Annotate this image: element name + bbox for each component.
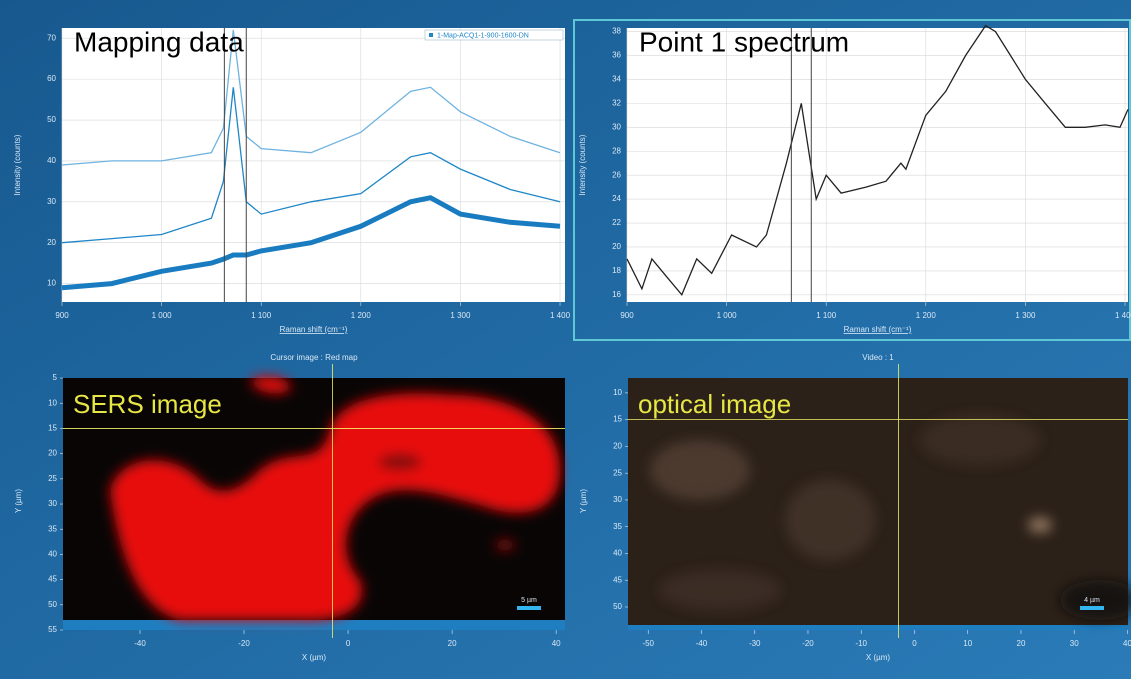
y-tick-label: 50 [613,602,622,611]
y-tick-label: 34 [612,75,621,84]
x-tick-label: 40 [1123,639,1131,648]
panel-title: Mapping data [74,26,244,57]
legend-label: 1-Map-ACQ1-1-900-1600-DN [437,32,529,39]
y-tick-label: 20 [613,442,622,451]
y-tick-label: 16 [612,290,621,299]
x-tick-label: -30 [749,639,761,648]
x-tick-label: 20 [1017,639,1026,648]
y-axis-label: Y (µm) [14,489,23,513]
y-tick-label: 45 [48,575,57,584]
y-tick-label: 20 [612,242,621,251]
scale-bar [1080,606,1104,610]
x-tick-label: 1 300 [1015,311,1036,320]
x-tick-label: -10 [855,639,867,648]
y-tick-label: 60 [47,74,56,83]
y-tick-label: 10 [613,388,622,397]
y-tick-label: 20 [47,238,56,247]
plot-area [627,28,1128,302]
y-tick-label: 30 [47,197,56,206]
scale-bar [517,606,541,610]
x-tick-label: 1 400 [550,311,571,320]
x-tick-label: 1 400 [1115,311,1131,320]
y-tick-label: 15 [613,415,622,424]
x-tick-label: 0 [346,639,351,648]
y-tick-label: 30 [48,499,57,508]
x-tick-label: 900 [55,311,69,320]
y-tick-label: 70 [47,33,56,42]
x-tick-label: 1 200 [916,311,937,320]
y-tick-label: 55 [48,625,57,634]
x-tick-label: 1 100 [251,311,272,320]
y-tick-label: 5 [53,373,58,382]
x-tick-label: 900 [620,311,634,320]
x-tick-label: 40 [552,639,561,648]
x-tick-label: 1 000 [152,311,173,320]
y-tick-label: 40 [613,549,622,558]
y-tick-label: 32 [612,98,621,107]
x-tick-label: 1 300 [450,311,471,320]
y-axis-label: Y (µm) [579,489,588,513]
y-tick-label: 20 [48,449,57,458]
x-tick-label: 0 [912,639,917,648]
panel-header: Cursor image : Red map [270,353,358,362]
x-tick-label: -40 [696,639,708,648]
y-tick-label: 25 [48,474,57,483]
image-strip [63,620,565,630]
panel-title: Point 1 spectrum [639,26,849,57]
y-tick-label: 35 [48,524,57,533]
x-tick-label: 1 000 [717,311,738,320]
y-tick-label: 15 [48,424,57,433]
x-tick-label: 30 [1070,639,1079,648]
y-tick-label: 10 [48,398,57,407]
x-tick-label: 1 100 [816,311,837,320]
y-tick-label: 36 [612,51,621,60]
x-tick-label: 10 [963,639,972,648]
y-tick-label: 26 [612,170,621,179]
legend-swatch [429,33,433,37]
x-tick-label: -40 [134,639,146,648]
y-tick-label: 10 [47,279,56,288]
x-tick-label: -20 [802,639,814,648]
y-tick-label: 50 [48,600,57,609]
x-tick-label: -50 [642,639,654,648]
y-tick-label: 22 [612,218,621,227]
y-tick-label: 35 [613,522,622,531]
y-tick-label: 30 [613,495,622,504]
x-tick-label: 20 [448,639,457,648]
y-tick-label: 40 [47,156,56,165]
panel-header: Video : 1 [862,353,894,362]
x-tick-label: -20 [238,639,250,648]
y-tick-label: 40 [48,550,57,559]
y-tick-label: 24 [612,194,621,203]
panel-title: SERS image [73,389,222,419]
scale-label: 5 µm [521,597,537,604]
x-axis-label: X (µm) [302,653,326,662]
panel-title: optical image [638,389,791,419]
y-tick-label: 25 [613,468,622,477]
scale-label: 4 µm [1084,597,1100,604]
x-axis-label: X (µm) [866,653,890,662]
x-tick-label: 1 200 [351,311,372,320]
y-tick-label: 38 [612,27,621,36]
y-axis-label: Intensity (counts) [13,134,22,195]
plot-area [62,28,565,302]
y-tick-label: 30 [612,122,621,131]
image-strip [628,625,1128,630]
x-axis-label: Raman shift (cm⁻¹) [280,325,348,334]
screen: 102030405060709001 0001 1001 2001 3001 4… [0,0,1131,679]
y-tick-label: 45 [613,575,622,584]
y-tick-label: 18 [612,266,621,275]
y-tick-label: 28 [612,146,621,155]
y-tick-label: 50 [47,115,56,124]
y-axis-label: Intensity (counts) [578,134,587,195]
x-axis-label: Raman shift (cm⁻¹) [844,325,912,334]
